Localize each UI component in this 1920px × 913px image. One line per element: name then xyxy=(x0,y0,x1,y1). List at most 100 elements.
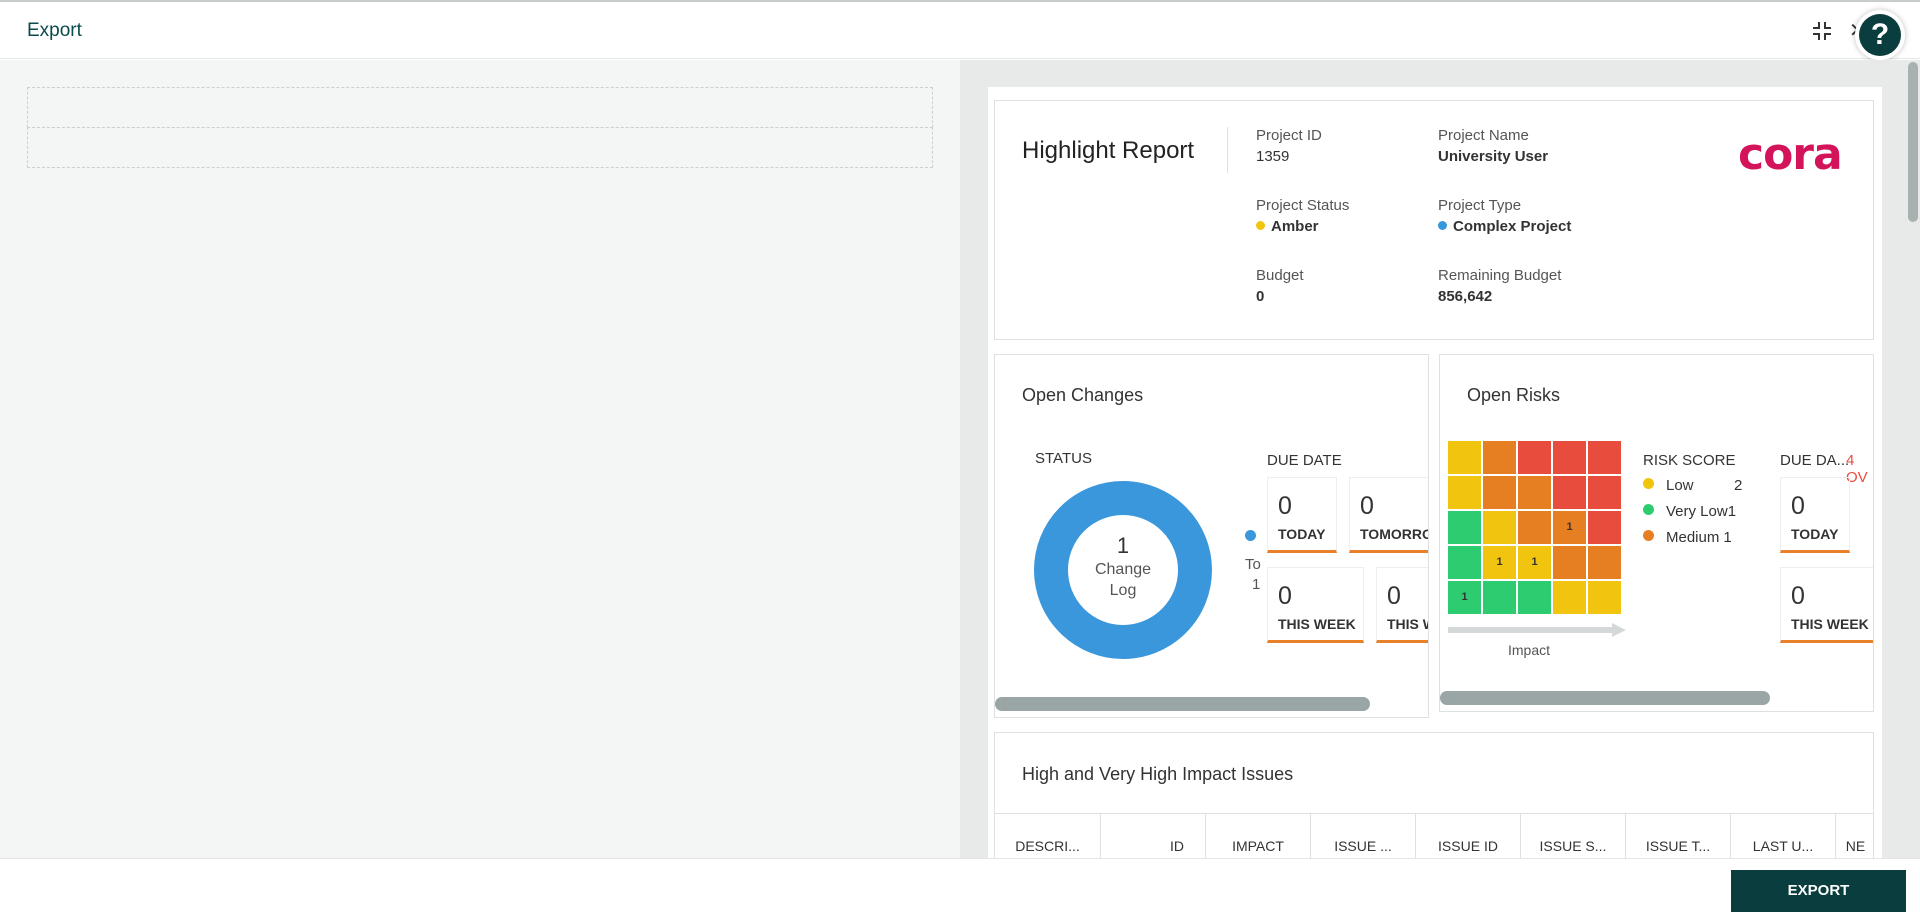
horizontal-scrollbar[interactable] xyxy=(995,697,1370,711)
drop-zone[interactable] xyxy=(27,127,933,168)
horizontal-scrollbar[interactable] xyxy=(1440,691,1770,705)
column-header[interactable]: LAST U... xyxy=(1731,814,1836,858)
vertical-scrollbar[interactable] xyxy=(1908,62,1918,222)
tile-label: TODAY xyxy=(1791,526,1839,542)
tile-label: TODAY xyxy=(1278,526,1326,542)
top-border xyxy=(0,0,1920,2)
status-dot xyxy=(1256,221,1265,230)
risk-matrix-cell xyxy=(1553,476,1586,509)
risk-score-label: RISK SCORE xyxy=(1643,452,1736,469)
issues-table-header: DESCRI... ID IMPACT ISSUE ... ISSUE ID I… xyxy=(995,813,1873,858)
risk-matrix-cell xyxy=(1518,441,1551,474)
risk-matrix-cell xyxy=(1588,546,1621,579)
legend-dot xyxy=(1643,530,1654,541)
legend-dot xyxy=(1245,530,1256,541)
risk-matrix-cell xyxy=(1448,441,1481,474)
dialog-header: Export ✕ xyxy=(0,2,1920,59)
legend-dot xyxy=(1643,504,1654,515)
tile-label: THIS WEEK xyxy=(1278,616,1356,632)
tile-label: THIS WEEK xyxy=(1387,616,1428,632)
project-id-label: Project ID xyxy=(1256,127,1322,144)
impact-arrow xyxy=(1448,623,1626,642)
risk-matrix-cell xyxy=(1483,581,1516,614)
column-header[interactable]: ISSUE S... xyxy=(1521,814,1626,858)
help-icon: ? xyxy=(1859,14,1901,56)
budget-label: Budget xyxy=(1256,267,1304,284)
column-header[interactable]: NE xyxy=(1845,838,1866,854)
column-header[interactable]: ID xyxy=(1101,814,1206,858)
project-type-text: Complex Project xyxy=(1453,218,1572,235)
risk-matrix-cell: 1 xyxy=(1483,546,1516,579)
risk-matrix-cell xyxy=(1588,441,1621,474)
column-header[interactable]: DESCRI... xyxy=(995,814,1101,858)
status-label: STATUS xyxy=(1035,450,1092,467)
risk-matrix-cell: 1 xyxy=(1448,581,1481,614)
highlight-report-card: Highlight Report Project ID 1359 Project… xyxy=(994,100,1874,340)
tile-value: 0 xyxy=(1360,492,1374,520)
remaining-budget-value: 856,642 xyxy=(1438,288,1493,305)
collapse-icon[interactable] xyxy=(1811,20,1833,42)
donut-value: 1 xyxy=(1116,533,1130,558)
project-name-value: University User xyxy=(1438,148,1549,165)
report-page: Highlight Report Project ID 1359 Project… xyxy=(988,87,1882,858)
risk-matrix-cell xyxy=(1518,511,1551,544)
risk-matrix-cell xyxy=(1588,581,1621,614)
legend-item-medium: Medium 1 xyxy=(1643,529,1732,546)
legend-partial-value: 1 xyxy=(1252,576,1261,593)
dialog-footer: EXPORT xyxy=(0,858,1920,913)
cora-logo: cora xyxy=(1738,129,1843,180)
risk-matrix-cell xyxy=(1553,546,1586,579)
drop-zone[interactable] xyxy=(27,87,933,128)
project-type-value: Complex Project xyxy=(1438,218,1571,235)
project-status-text: Amber xyxy=(1271,218,1319,235)
due-date-label: DUE DA... xyxy=(1780,452,1850,469)
risk-matrix-cell: 1 xyxy=(1518,546,1551,579)
column-header[interactable]: IMPACT xyxy=(1206,814,1311,858)
tile-value: 0 xyxy=(1791,492,1805,520)
due-tile-today: 0 TODAY xyxy=(1780,477,1850,553)
legend-partial-label: To xyxy=(1245,556,1261,573)
tile-label: TOMORROW xyxy=(1360,526,1428,542)
issues-card: High and Very High Impact Issues DESCRI.… xyxy=(994,732,1874,858)
dialog-title: Export xyxy=(27,20,82,41)
type-dot xyxy=(1438,221,1447,230)
status-donut: 1 Change Log xyxy=(1032,479,1214,661)
due-tile-today: 0 TODAY xyxy=(1267,477,1337,553)
column-header[interactable]: ISSUE T... xyxy=(1626,814,1731,858)
project-id-value: 1359 xyxy=(1256,148,1290,165)
report-title: Highlight Report xyxy=(1022,137,1195,164)
project-status-value: Amber xyxy=(1256,218,1319,235)
overdue-label: 4 OV xyxy=(1846,452,1868,486)
project-name-label: Project Name xyxy=(1438,127,1529,144)
open-risks-title: Open Risks xyxy=(1467,385,1561,405)
risk-matrix-cell xyxy=(1518,581,1551,614)
legend-item-low: Low 2 xyxy=(1643,477,1742,494)
tile-value: 0 xyxy=(1278,492,1292,520)
legend-label: Very Low xyxy=(1666,503,1728,520)
risk-matrix-cell xyxy=(1588,476,1621,509)
open-changes-card: Open Changes STATUS 1 Change Log To 1 DU… xyxy=(994,354,1429,718)
risk-matrix-cell xyxy=(1483,441,1516,474)
tile-value: 0 xyxy=(1387,582,1401,610)
column-header[interactable]: ISSUE ... xyxy=(1311,814,1416,858)
divider xyxy=(1227,127,1228,173)
risk-matrix-cell xyxy=(1553,441,1586,474)
column-header[interactable]: ISSUE ID xyxy=(1416,814,1521,858)
export-button[interactable]: EXPORT xyxy=(1731,870,1906,912)
project-status-label: Project Status xyxy=(1256,197,1350,214)
help-button[interactable]: ? xyxy=(1855,10,1905,60)
due-tile-this-week-2: 0 THIS WEEK xyxy=(1376,567,1428,643)
risk-matrix-cell xyxy=(1448,511,1481,544)
due-date-label: DUE DATE xyxy=(1267,452,1342,469)
risk-matrix-cell: 1 xyxy=(1553,511,1586,544)
project-type-label: Project Type xyxy=(1438,197,1522,214)
due-tile-this-week: 0 THIS WEEK xyxy=(1267,567,1364,643)
due-tile-this-week: 0 THIS WEEK xyxy=(1780,567,1873,643)
issues-title: High and Very High Impact Issues xyxy=(1022,764,1294,784)
risk-matrix-cell xyxy=(1553,581,1586,614)
tile-value: 0 xyxy=(1278,582,1292,610)
risk-matrix-cell xyxy=(1483,511,1516,544)
budget-value: 0 xyxy=(1256,288,1265,305)
